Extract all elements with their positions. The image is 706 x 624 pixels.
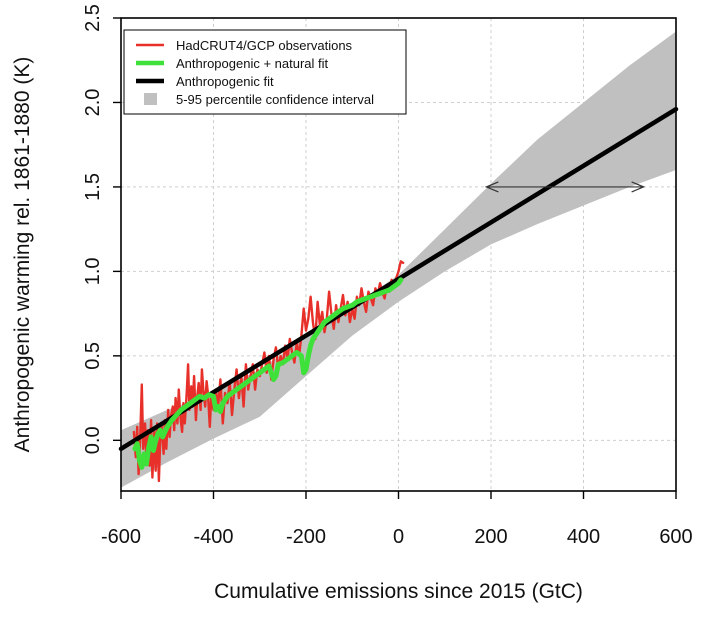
legend-label: Anthropogenic fit <box>176 74 274 89</box>
legend-label: 5-95 percentile confidence interval <box>176 92 374 107</box>
legend-label: HadCRUT4/GCP observations <box>176 38 353 53</box>
y-tick-label: 2.0 <box>82 89 104 117</box>
annotation-arrow-head-left <box>484 181 499 193</box>
legend-label: Anthropogenic + natural fit <box>176 56 329 71</box>
series-layer <box>118 106 679 483</box>
x-tick-label: 0 <box>393 526 404 548</box>
annotation-layer <box>484 181 646 193</box>
y-axis-title: Anthropogenic warming rel. 1861-1880 (K) <box>11 57 34 453</box>
x-tick-label: -400 <box>193 526 233 548</box>
ticks-layer: -600 -400 -200 0 200 400 600 0.0 0.5 1.0 1.5 2.0 2.5 <box>82 4 693 548</box>
legend-swatch-box <box>144 93 157 105</box>
legend: HadCRUT4/GCP observations Anthropogenic +… <box>123 29 407 115</box>
x-axis-title: Cumulative emissions since 2015 (GtC) <box>214 580 583 603</box>
x-tick-label: 400 <box>567 526 600 548</box>
x-tick-label: 600 <box>659 526 692 548</box>
y-tick-label: 0.5 <box>82 342 104 370</box>
x-tick-label: 200 <box>474 526 507 548</box>
y-tick-label: 1.0 <box>82 257 104 285</box>
y-tick-label: 0.0 <box>82 426 104 454</box>
x-tick-label: -200 <box>286 526 326 548</box>
y-tick-label: 2.5 <box>82 4 104 32</box>
legend-box <box>123 29 407 115</box>
x-tick-label: -600 <box>101 526 141 548</box>
series-line-anthropogenic-natural-fit <box>132 277 404 470</box>
y-tick-label: 1.5 <box>82 173 104 201</box>
annotation-arrow-head-right <box>631 181 646 193</box>
